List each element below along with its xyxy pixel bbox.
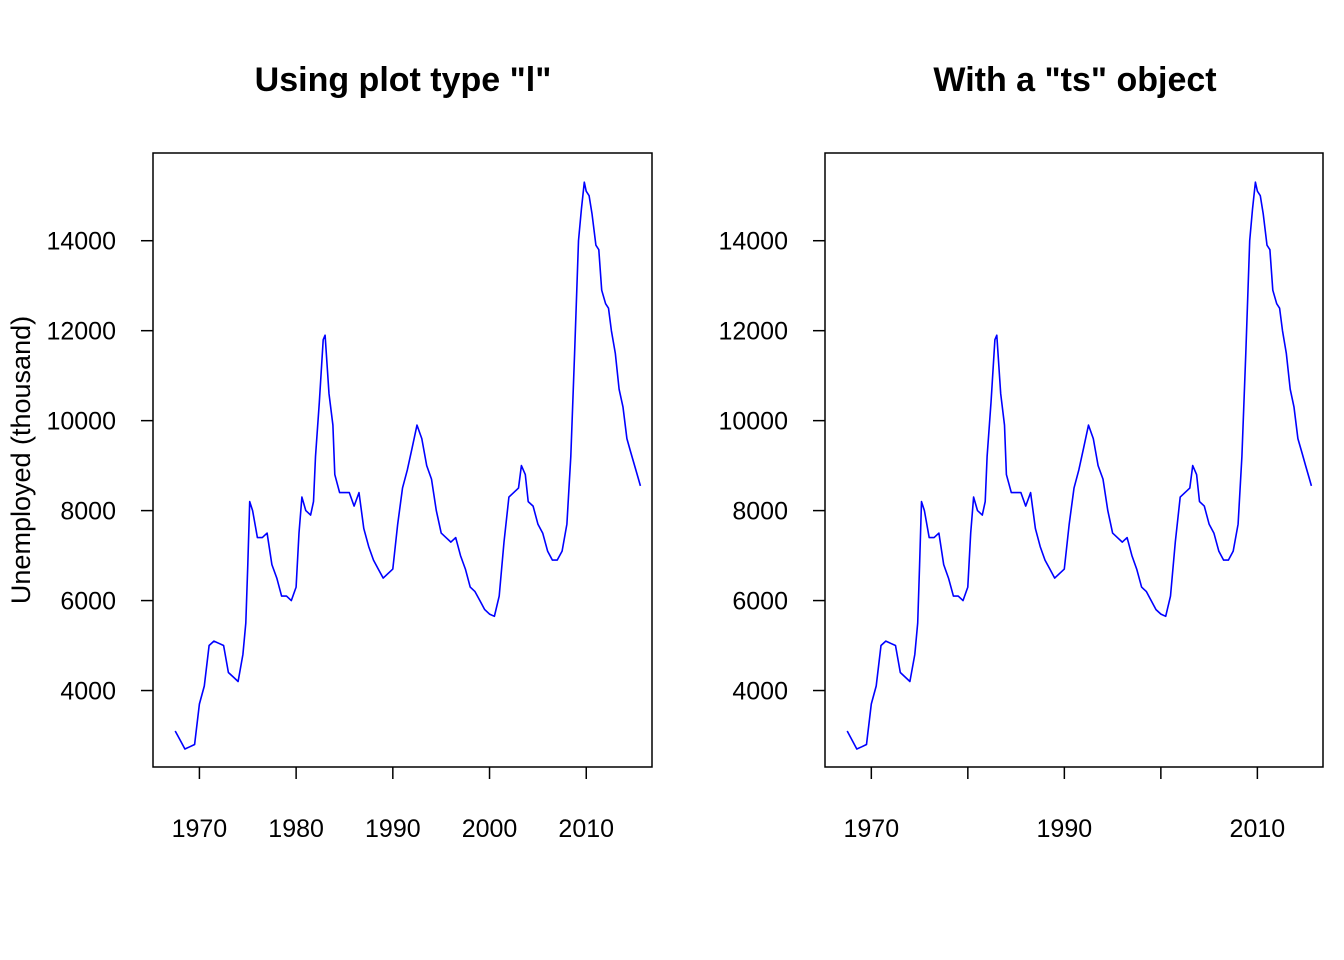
y-tick-label: 6000	[60, 588, 116, 616]
plot-frame	[824, 152, 1324, 768]
chart-title: With a "ts" object	[933, 61, 1216, 99]
x-tick-label: 1990	[365, 815, 421, 843]
y-tick-label: 12000	[46, 318, 116, 346]
x-tick-label: 2010	[1230, 815, 1286, 843]
series-line	[174, 181, 642, 750]
series-line	[846, 181, 1313, 750]
y-tick-label: 14000	[46, 228, 116, 256]
x-tick-label: 1990	[1037, 815, 1093, 843]
y-tick-label: 6000	[732, 588, 788, 616]
x-tick-label: 1970	[844, 815, 900, 843]
chart-title: Using plot type "l"	[255, 61, 552, 99]
y-tick-label: 8000	[60, 498, 116, 526]
y-tick-label: 4000	[732, 678, 788, 706]
y-tick-label: 14000	[718, 228, 788, 256]
y-tick-label: 10000	[46, 408, 116, 436]
x-tick-label: 2010	[558, 815, 614, 843]
x-tick-label: 1980	[268, 815, 324, 843]
panel-right: With a "ts" object 1970 1990 2010 4000 6000 80…	[718, 61, 1324, 843]
panel-left: Using plot type "l" 1970 1980 1990 2000 2010 4…	[6, 61, 653, 843]
plot-frame	[152, 152, 653, 768]
y-tick-label: 10000	[718, 408, 788, 436]
y-axis-label: Unemployed (thousand)	[6, 316, 36, 604]
x-tick-label: 1970	[172, 815, 228, 843]
y-tick-label: 4000	[60, 678, 116, 706]
y-tick-label: 12000	[718, 318, 788, 346]
x-tick-label: 2000	[462, 815, 518, 843]
y-tick-label: 8000	[732, 498, 788, 526]
